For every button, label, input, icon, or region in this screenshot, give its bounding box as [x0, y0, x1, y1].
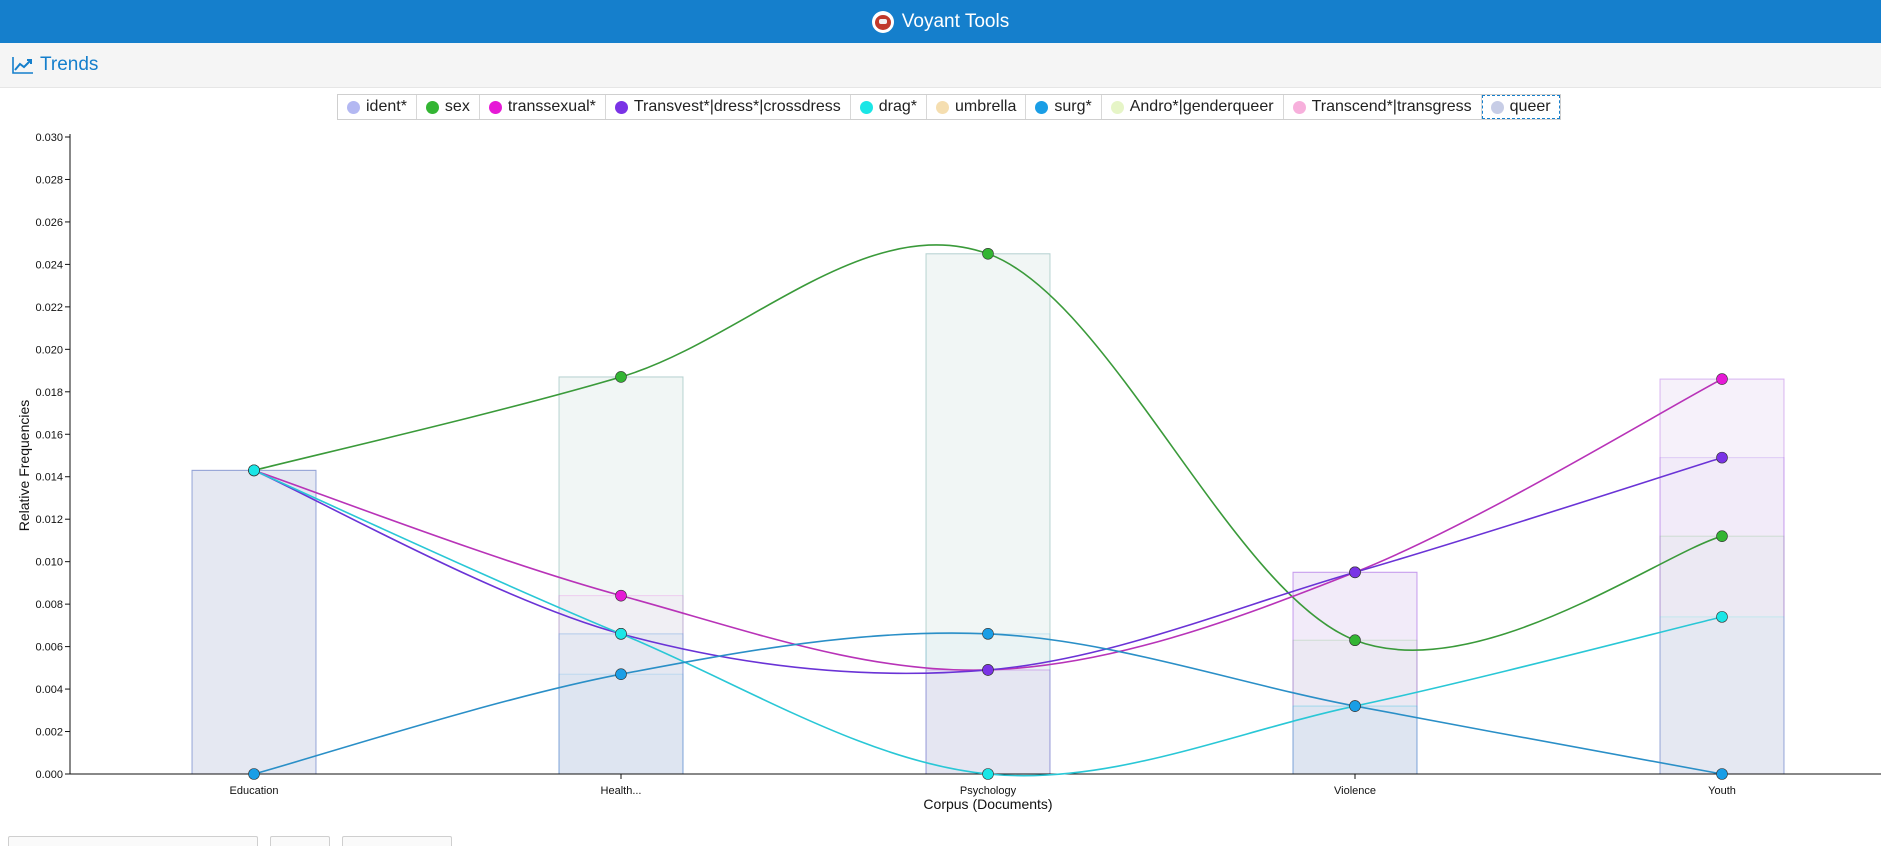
app-header: Voyant Tools — [0, 0, 1881, 43]
legend-label: umbrella — [955, 98, 1017, 115]
data-point — [982, 768, 994, 780]
legend-label: queer — [1509, 98, 1551, 115]
data-point — [1716, 611, 1728, 623]
legend-swatch-icon — [488, 100, 502, 114]
line-chart-icon — [12, 57, 33, 74]
legend-swatch-icon — [1292, 100, 1306, 114]
y-tick-label: 0.014 — [35, 472, 63, 484]
legend-item[interactable]: Transcend*|transgress — [1284, 95, 1482, 119]
legend-swatch-icon — [1490, 100, 1504, 114]
panel-header: Trends — [0, 43, 1881, 88]
legend-swatch-icon — [936, 100, 950, 114]
y-tick-label: 0.016 — [35, 429, 63, 441]
chart-legend: ident* sex transsexual* Transvest*|dress*|c… — [337, 94, 1561, 120]
bar-segment — [191, 469, 317, 775]
y-axis-title: Relative Frequencies — [16, 400, 32, 532]
data-point — [1716, 768, 1728, 780]
legend-label: drag* — [878, 98, 918, 115]
legend-item[interactable]: ident* — [338, 95, 417, 119]
legend-item[interactable]: umbrella — [927, 95, 1027, 119]
bar — [1659, 378, 1785, 775]
legend-swatch-icon — [859, 100, 873, 114]
data-point — [1716, 530, 1728, 542]
data-point — [1349, 634, 1361, 647]
legend-label: Transcend*|transgress — [1311, 98, 1472, 115]
data-point — [615, 589, 627, 602]
legend-item[interactable]: Andro*|genderqueer — [1102, 95, 1284, 119]
panel-title[interactable]: Trends — [40, 54, 99, 75]
legend-swatch-icon — [347, 100, 360, 114]
y-tick-label: 0.026 — [35, 217, 63, 229]
data-point — [615, 668, 627, 681]
legend-label: surg* — [1054, 98, 1092, 115]
x-tick-label: Violence — [1334, 785, 1376, 797]
y-tick-label: 0.010 — [35, 557, 63, 569]
data-point — [248, 464, 260, 477]
legend-swatch-icon — [425, 100, 439, 114]
data-point — [1716, 373, 1728, 385]
voyant-logo-icon — [871, 10, 894, 33]
toolbar-button[interactable] — [270, 836, 330, 846]
legend-item[interactable]: sex — [417, 95, 480, 119]
legend-swatch-icon — [1110, 100, 1124, 114]
bar-segment — [925, 633, 1051, 775]
toolbar-button[interactable] — [342, 836, 452, 846]
x-tick-label: Psychology — [960, 785, 1017, 797]
legend-label: ident* — [366, 98, 407, 115]
x-tick-label: Education — [230, 785, 279, 797]
y-tick-label: 0.018 — [35, 387, 63, 399]
legend-label: sex — [444, 98, 470, 115]
legend-item[interactable]: queer — [1481, 95, 1560, 119]
y-tick-label: 0.022 — [35, 302, 63, 314]
legend-item[interactable]: drag* — [851, 95, 928, 119]
bar — [558, 376, 684, 775]
legend-item[interactable]: transsexual* — [480, 95, 606, 119]
data-point — [982, 664, 994, 676]
data-point — [615, 628, 627, 640]
y-tick-label: 0.020 — [35, 344, 63, 356]
y-tick-label: 0.028 — [35, 174, 63, 186]
legend-label: transsexual* — [507, 98, 596, 115]
y-tick-label: 0.008 — [35, 599, 63, 611]
data-point — [982, 628, 994, 640]
data-point — [615, 371, 627, 383]
legend-label: Andro*|genderqueer — [1129, 98, 1274, 115]
legend-swatch-icon — [1035, 100, 1049, 114]
y-tick-label: 0.004 — [35, 684, 63, 696]
x-tick-label: Youth — [1708, 785, 1736, 797]
data-point — [248, 768, 260, 780]
y-tick-label: 0.030 — [35, 132, 63, 144]
x-tick-label: Health... — [601, 785, 642, 797]
bar-segment — [558, 673, 684, 775]
app-title: Voyant Tools — [901, 10, 1010, 32]
x-axis-title: Corpus (Documents) — [923, 796, 1052, 812]
legend-item[interactable]: Transvest*|dress*|crossdress — [606, 95, 851, 119]
bar — [1292, 571, 1418, 775]
legend-label: Transvest*|dress*|crossdress — [633, 98, 841, 115]
y-tick-label: 0.012 — [35, 514, 63, 526]
data-point — [1349, 700, 1361, 712]
bar-segment — [1659, 616, 1785, 775]
y-tick-label: 0.006 — [35, 642, 63, 654]
trends-chart: 0.000 0.002 0.004 0.006 0.008 0.010 0.012 0.014… — [16, 132, 1881, 812]
legend-item[interactable]: surg* — [1026, 95, 1102, 119]
series-line — [253, 244, 1723, 651]
data-point — [1716, 451, 1728, 464]
bottom-toolbar — [0, 836, 1881, 846]
y-tick-label: 0.002 — [35, 727, 63, 739]
y-tick-label: 0.000 — [35, 769, 63, 781]
bar — [191, 469, 317, 775]
data-point — [982, 247, 994, 260]
legend-swatch-icon — [614, 100, 628, 114]
data-point — [1349, 566, 1361, 579]
y-tick-label: 0.024 — [35, 259, 63, 271]
search-field[interactable] — [8, 836, 258, 846]
